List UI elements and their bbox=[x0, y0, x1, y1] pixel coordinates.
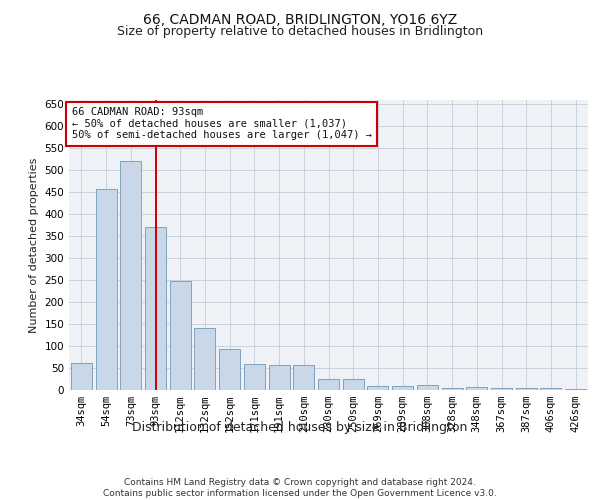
Text: Distribution of detached houses by size in Bridlington: Distribution of detached houses by size … bbox=[133, 421, 467, 434]
Bar bbox=[120, 161, 141, 390]
Bar bbox=[367, 386, 388, 390]
Text: 66 CADMAN ROAD: 93sqm
← 50% of detached houses are smaller (1,037)
50% of semi-d: 66 CADMAN ROAD: 93sqm ← 50% of detached … bbox=[71, 108, 371, 140]
Bar bbox=[442, 388, 463, 390]
Bar bbox=[145, 228, 166, 390]
Y-axis label: Number of detached properties: Number of detached properties bbox=[29, 158, 39, 332]
Bar bbox=[244, 364, 265, 390]
Text: 66, CADMAN ROAD, BRIDLINGTON, YO16 6YZ: 66, CADMAN ROAD, BRIDLINGTON, YO16 6YZ bbox=[143, 12, 457, 26]
Bar bbox=[491, 388, 512, 390]
Bar bbox=[516, 388, 537, 390]
Text: Size of property relative to detached houses in Bridlington: Size of property relative to detached ho… bbox=[117, 25, 483, 38]
Bar bbox=[194, 328, 215, 390]
Bar bbox=[565, 388, 586, 390]
Bar bbox=[318, 379, 339, 390]
Bar bbox=[392, 386, 413, 390]
Bar bbox=[417, 385, 438, 390]
Bar bbox=[170, 281, 191, 390]
Bar bbox=[219, 349, 240, 390]
Bar bbox=[269, 365, 290, 390]
Bar bbox=[343, 380, 364, 390]
Bar bbox=[95, 189, 116, 390]
Bar bbox=[466, 387, 487, 390]
Text: Contains HM Land Registry data © Crown copyright and database right 2024.
Contai: Contains HM Land Registry data © Crown c… bbox=[103, 478, 497, 498]
Bar bbox=[71, 363, 92, 390]
Bar bbox=[541, 388, 562, 390]
Bar bbox=[293, 365, 314, 390]
